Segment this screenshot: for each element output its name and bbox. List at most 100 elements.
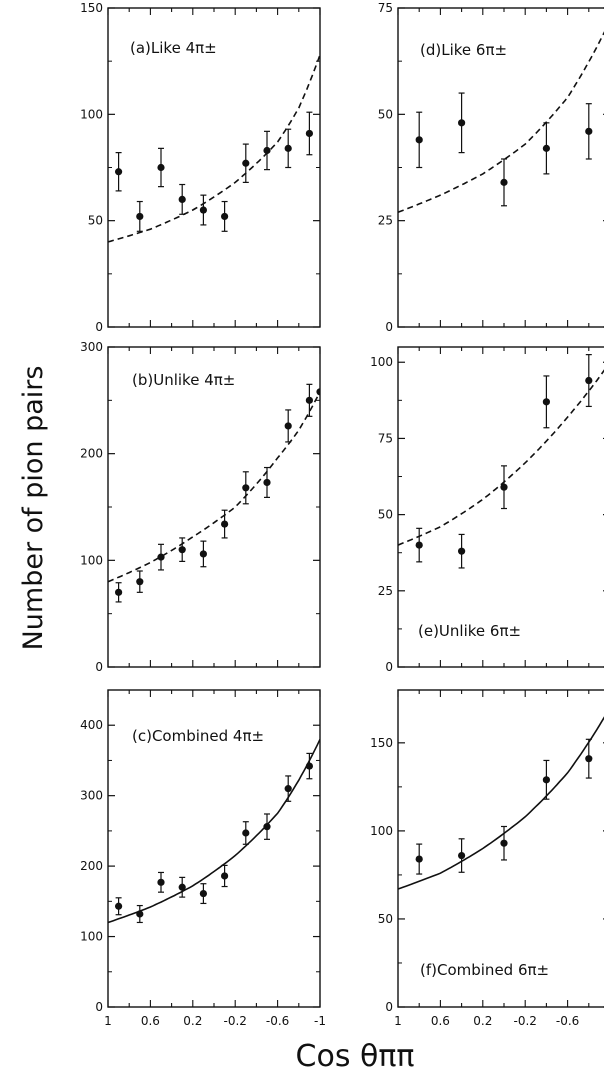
y-tick-label: 50 <box>378 107 393 121</box>
data-point <box>178 195 186 203</box>
x-tick-label: 1 <box>104 1014 112 1028</box>
y-tick-label: 75 <box>378 1 393 15</box>
y-tick-label: 100 <box>370 355 393 369</box>
data-point <box>136 578 144 586</box>
data-point <box>242 829 250 837</box>
data-point <box>178 546 186 554</box>
data-point <box>305 762 313 770</box>
y-tick-label: 0 <box>95 1000 103 1014</box>
data-point <box>284 785 292 793</box>
fit-curve-1 <box>108 54 320 243</box>
plot-area-2 <box>108 383 320 603</box>
data-point <box>157 878 165 886</box>
data-point <box>199 206 207 214</box>
data-point <box>305 396 313 404</box>
fit-curve-3 <box>108 738 320 924</box>
data-point <box>221 520 229 528</box>
plot-area-6 <box>398 716 604 890</box>
x-tick-label: 0.6 <box>431 1014 450 1028</box>
y-tick-label: 400 <box>80 718 103 732</box>
plot-area-3 <box>108 738 320 924</box>
data-point <box>263 823 271 831</box>
y-tick-label: 300 <box>80 340 103 354</box>
x-tick-label: -0.6 <box>556 1014 579 1028</box>
panel-label-2: (b)Unlike 4π± <box>132 371 235 389</box>
data-point <box>178 883 186 891</box>
data-point <box>221 872 229 880</box>
data-point <box>199 889 207 898</box>
y-tick-label: 25 <box>378 584 393 598</box>
y-tick-label: 100 <box>80 553 103 567</box>
data-point <box>415 855 423 863</box>
data-point <box>157 553 165 561</box>
y-tick-label: 0 <box>95 320 103 334</box>
panel-label-6: (f)Combined 6π± <box>420 961 549 979</box>
data-point <box>305 129 313 138</box>
data-point <box>585 755 593 763</box>
y-tick-label: 75 <box>378 431 393 445</box>
data-point <box>316 388 320 396</box>
x-tick-label: -0.2 <box>223 1014 246 1028</box>
data-point <box>500 483 508 491</box>
panel-label-3: (c)Combined 4π± <box>132 727 264 745</box>
data-point <box>415 136 423 144</box>
panel-label-5: (e)Unlike 6π± <box>418 622 521 640</box>
y-tick-label: 25 <box>378 214 393 228</box>
y-tick-label: 50 <box>88 214 103 228</box>
panel-label-4: (d)Like 6π± <box>420 41 507 59</box>
x-tick-label: 0.2 <box>183 1014 202 1028</box>
y-tick-label: 100 <box>80 930 103 944</box>
plot-area-5 <box>398 354 604 569</box>
panel-label-1: (a)Like 4π± <box>130 39 217 57</box>
data-point <box>415 541 423 549</box>
x-tick-label: -0.2 <box>513 1014 536 1028</box>
y-tick-label: 50 <box>378 508 393 522</box>
x-tick-label: 0.6 <box>141 1014 160 1028</box>
data-point <box>542 398 551 406</box>
data-point <box>242 484 250 492</box>
data-point <box>500 178 508 186</box>
data-point <box>542 144 551 152</box>
data-point <box>585 127 593 135</box>
y-tick-label: 200 <box>80 859 103 873</box>
data-point <box>115 902 123 910</box>
y-tick-label: 100 <box>370 824 393 838</box>
y-tick-label: 0 <box>385 320 393 334</box>
x-tick-label: 0.2 <box>473 1014 492 1028</box>
data-point <box>221 212 229 221</box>
y-tick-label: 150 <box>80 1 103 15</box>
data-point <box>458 547 466 555</box>
data-point <box>542 776 551 784</box>
fit-curve-2 <box>108 391 320 583</box>
data-point <box>157 163 165 172</box>
x-tick-label: 1 <box>394 1014 402 1028</box>
data-point <box>284 422 292 430</box>
data-point <box>242 159 250 167</box>
data-point <box>458 851 466 860</box>
data-point <box>284 144 292 152</box>
y-tick-label: 100 <box>80 107 103 121</box>
plot-area-1 <box>108 54 320 243</box>
y-tick-label: 300 <box>80 789 103 803</box>
y-axis-title: Number of pion pairs <box>18 366 49 651</box>
y-tick-label: 0 <box>385 1000 393 1014</box>
data-point <box>500 839 508 847</box>
data-point <box>263 478 271 487</box>
data-point <box>199 550 207 558</box>
y-tick-label: 0 <box>385 660 393 674</box>
data-point <box>136 910 144 918</box>
fit-curve-4 <box>398 31 604 213</box>
data-point <box>136 212 144 221</box>
data-point <box>458 119 466 127</box>
data-point <box>115 588 123 596</box>
x-axis-title: Cos θππ <box>296 1039 415 1074</box>
y-tick-label: 0 <box>95 660 103 674</box>
plot-area-4 <box>398 31 604 213</box>
y-tick-label: 200 <box>80 447 103 461</box>
x-tick-label: -0.6 <box>266 1014 289 1028</box>
y-tick-label: 50 <box>378 912 393 926</box>
y-tick-label: 150 <box>370 736 393 750</box>
x-tick-label: -1 <box>314 1014 326 1028</box>
